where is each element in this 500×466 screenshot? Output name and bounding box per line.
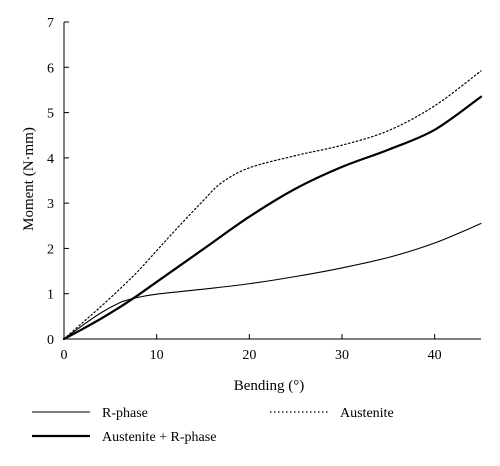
series-line-r-phase (63, 222, 482, 340)
y-tick-label: 3 (47, 197, 54, 212)
x-tick-label: 30 (335, 348, 349, 363)
x-tick-label: 20 (242, 348, 256, 363)
y-tick-label: 7 (47, 16, 54, 31)
y-tick-label: 5 (47, 107, 54, 122)
x-tick-label: 0 (61, 348, 68, 363)
y-tick-label: 1 (47, 288, 54, 303)
legend-label: Austenite (340, 406, 394, 421)
axes (63, 22, 481, 340)
y-tick-label: 4 (47, 152, 54, 167)
series-line-austenite-r-phase (62, 95, 483, 341)
legend-label: R-phase (102, 406, 148, 421)
legend: R-phase Austenite + R-phase Austenite (32, 406, 394, 445)
x-tick-label: 10 (150, 348, 164, 363)
x-tick-label: 40 (428, 348, 442, 363)
series-line-austenite (63, 70, 482, 340)
ticks: 0 1 2 3 4 5 6 7 0 10 20 30 40 (47, 16, 442, 363)
y-tick-label: 0 (47, 333, 54, 348)
y-axis-label: Moment (N·mm) (21, 127, 37, 231)
x-axis-label: Bending (°) (234, 378, 305, 394)
y-tick-label: 2 (47, 242, 54, 257)
y-tick-label: 6 (47, 61, 54, 76)
legend-label: Austenite + R-phase (102, 430, 216, 445)
series-group (62, 70, 483, 341)
